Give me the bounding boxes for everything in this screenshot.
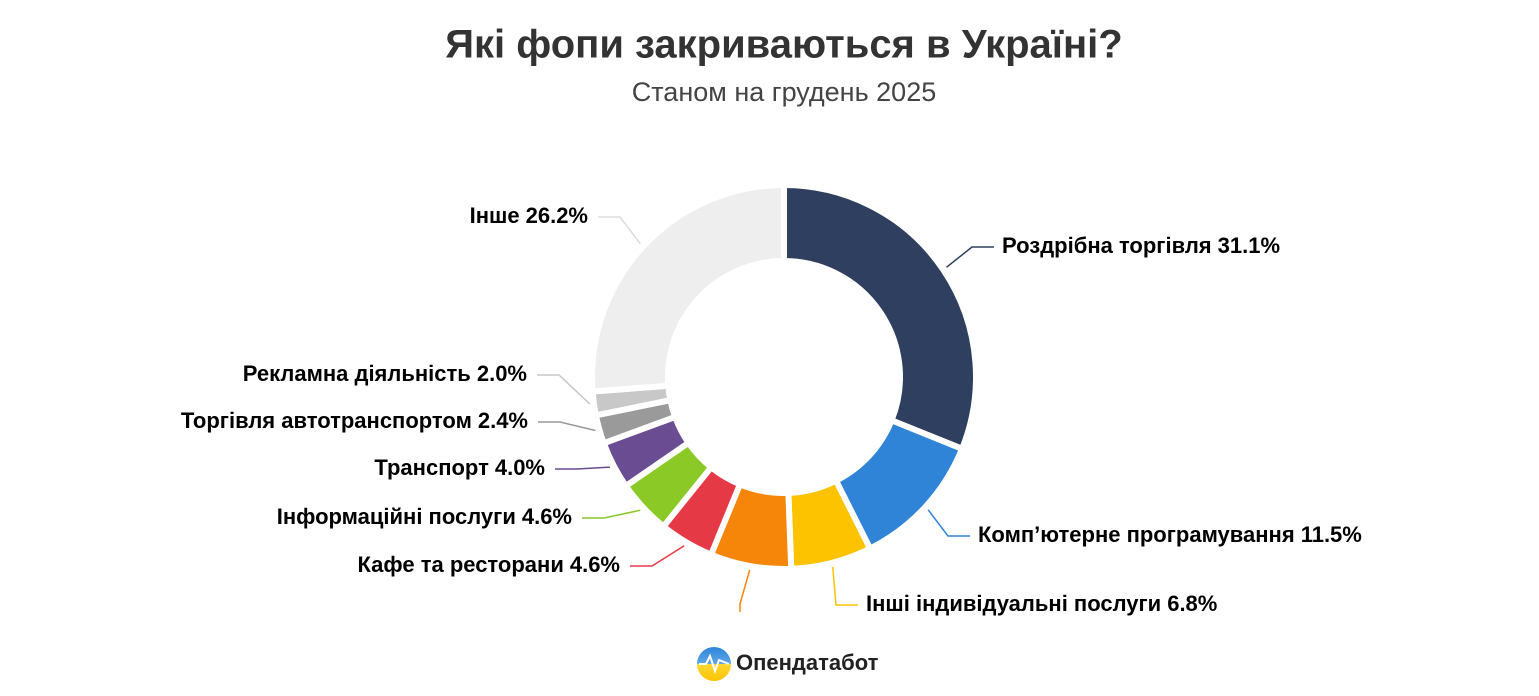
slice-name: Роздрібна торгівля [1002, 233, 1212, 258]
slices [589, 182, 979, 572]
slice-label: Роздрібна торгівля 31.1% [1002, 233, 1280, 258]
slice-label: Інше 26.2% [470, 203, 588, 228]
slice-name: Комп’ютерне програмування [978, 522, 1295, 547]
leader-line [538, 421, 596, 432]
leader-line [598, 216, 641, 245]
slice-label: Інші індивідуальні послуги 6.8% [866, 591, 1217, 616]
leader-line [555, 466, 610, 470]
slice-name: Інші індивідуальні послуги [866, 591, 1161, 616]
slice-name: Торгівля автотранспортом [181, 408, 472, 433]
footer-text: Опендатабот [736, 650, 879, 675]
slice-value: 4.0% [495, 455, 545, 480]
leader-line [831, 566, 858, 606]
logo-pulse [699, 653, 730, 675]
slice-label: Транспорт 4.0% [374, 455, 545, 480]
slice-name: Транспорт [374, 455, 489, 480]
leader-line [927, 509, 970, 537]
chart-title: Які фопи закриваються в Україні? [445, 23, 1122, 67]
leader-line [945, 246, 994, 268]
leader-line [537, 374, 591, 405]
slice-label: Кафе та ресторани 4.6% [357, 552, 620, 577]
slice-label: Рекламна діяльність 2.0% [243, 361, 527, 386]
logo-icon [697, 647, 731, 681]
slice-value: 31.1% [1218, 233, 1280, 258]
slice-name: Кафе та ресторани [357, 552, 563, 577]
slice-name: Рекламна діяльність [243, 361, 471, 386]
slice-label: Інформаційні послуги 4.6% [277, 504, 572, 529]
slice-name: Інформаційні послуги [277, 504, 516, 529]
slice-value: 6.8% [1167, 591, 1217, 616]
slice-label: Комп’ютерне програмування 11.5% [978, 522, 1362, 547]
slice [589, 182, 787, 395]
chart-subtitle: Станом на грудень 2025 [632, 77, 936, 107]
slice-value: 26.2% [526, 203, 588, 228]
slice-value: 2.4% [478, 408, 528, 433]
leader-line [582, 509, 641, 519]
leader-line [739, 569, 751, 612]
slice-value: 2.0% [477, 361, 527, 386]
slice-value: 4.6% [522, 504, 572, 529]
slice-value: 11.5% [1301, 522, 1362, 547]
slice-value: 4.6% [570, 552, 620, 577]
slice-name: Інше [470, 203, 520, 228]
footer-logo [697, 647, 731, 681]
slice-label: Торгівля автотранспортом 2.4% [181, 408, 528, 433]
leader-line [630, 545, 685, 567]
slice [781, 182, 979, 452]
